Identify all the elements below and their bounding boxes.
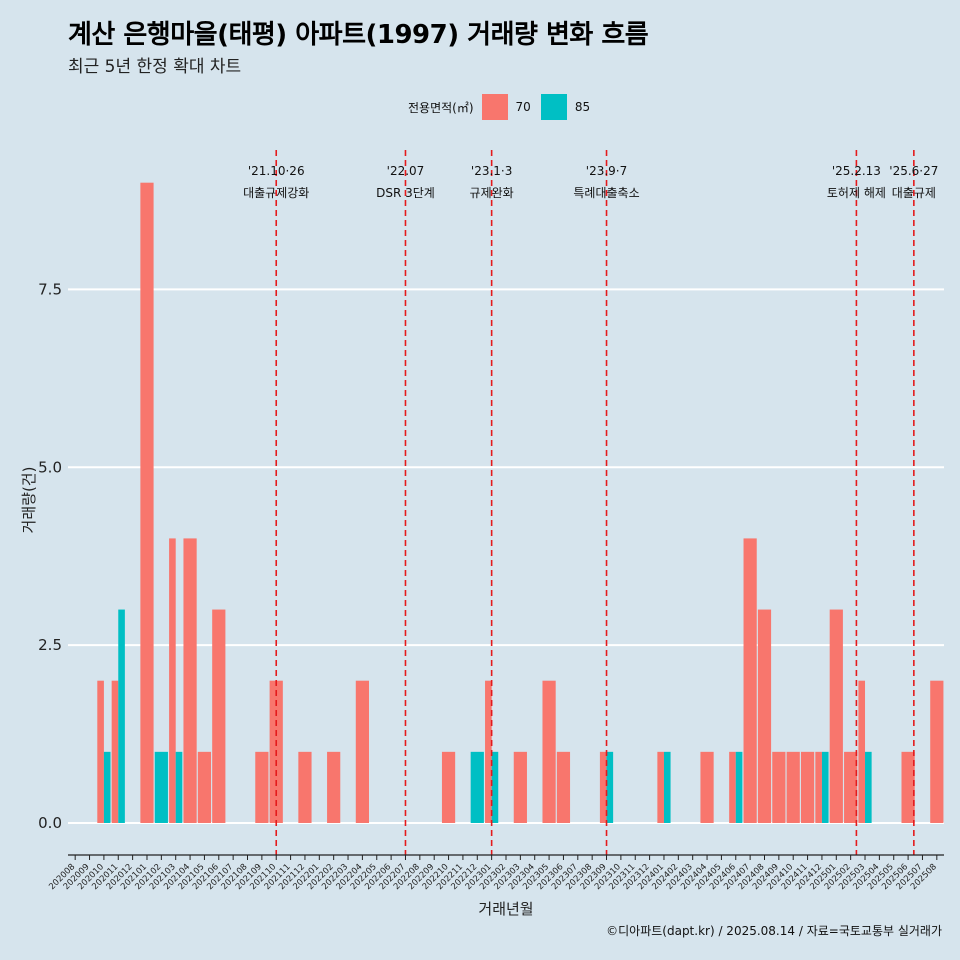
y-tick-label: 5.0: [38, 458, 62, 476]
bar-70-202106: [212, 609, 226, 823]
bar-70-202010: [97, 680, 104, 823]
bar-85-202309: [606, 751, 614, 823]
legend-label-85: 85: [574, 100, 591, 114]
bar-85-202010: [103, 751, 111, 823]
event-text-label: DSR 3단계: [376, 186, 435, 200]
legend-title: 전용면적(㎡): [408, 100, 474, 115]
bar-70-202309: [599, 751, 607, 823]
event-date-label: '25.6·27: [889, 164, 938, 178]
event-date-label: '22.07: [387, 164, 425, 178]
bar-70-202303: [513, 751, 527, 823]
event-date-label: '23.9·7: [586, 164, 627, 178]
bar-70-202109: [255, 751, 269, 823]
legend-swatch-85: [540, 94, 567, 120]
y-tick-label: 7.5: [38, 280, 62, 298]
bar-70-202408: [757, 609, 772, 823]
event-text-label: 토허제 해제: [827, 186, 886, 200]
bar-70-202112: [298, 751, 312, 823]
bar-70-202101: [140, 182, 154, 823]
bar-70-202401: [657, 751, 664, 823]
bar-85-202401: [663, 751, 671, 823]
bar-85-202212: [470, 751, 484, 823]
chart-title: 계산 은행마을(태평) 아파트(1997) 거래량 변화 흐름: [68, 20, 649, 50]
source-caption: ©디아파트(dapt.kr) / 2025.08.14 / 자료=국토교통부 실…: [606, 924, 942, 938]
bar-70-202105: [197, 751, 212, 823]
x-axis-title: 거래년월: [478, 900, 533, 918]
bar-70-202501: [829, 609, 843, 823]
bar-85-202412: [821, 751, 829, 823]
bar-70-202204: [355, 680, 369, 823]
bar-70-202411: [800, 751, 815, 823]
bar-85-202011: [118, 609, 125, 823]
bar-85-202102: [154, 751, 168, 823]
y-axis-title: 거래량(건): [20, 467, 38, 534]
bar-70-202409: [772, 751, 786, 823]
bar-85-202503: [865, 751, 872, 823]
bar-70-202406: [729, 751, 736, 823]
bar-70-202407: [743, 538, 757, 823]
bar-70-202103: [169, 538, 176, 823]
event-date-label: '23.1·3: [471, 164, 512, 178]
bar-70-202503: [858, 680, 866, 823]
event-text-label: 대출규제: [892, 186, 936, 200]
bar-85-202406: [735, 751, 743, 823]
bar-70-202410: [786, 751, 800, 823]
bar-70-202404: [700, 751, 714, 823]
y-tick-label: 0.0: [38, 814, 62, 832]
legend: 전용면적(㎡) 70 85: [408, 93, 600, 121]
bar-85-202301: [491, 751, 499, 823]
y-tick-label: 2.5: [38, 636, 62, 654]
event-text-label: 대출규제강화: [243, 186, 309, 200]
bar-70-202011: [111, 680, 119, 823]
bar-85-202103: [175, 751, 183, 823]
event-text-label: 특례대출축소: [573, 186, 639, 200]
bar-70-202202: [327, 751, 341, 823]
bar-70-202305: [542, 680, 556, 823]
bar-70-202306: [556, 751, 571, 823]
bar-70-202104: [183, 538, 197, 823]
legend-label-70: 70: [515, 100, 531, 114]
legend-swatch-70: [481, 94, 508, 120]
chart-subtitle: 최근 5년 한정 확대 차트: [68, 57, 242, 77]
event-text-label: 규제완화: [470, 186, 514, 200]
bar-70-202502: [844, 751, 858, 823]
bar-70-202301: [485, 680, 492, 823]
bar-70-202506: [901, 751, 915, 823]
event-date-label: '25.2.13: [832, 164, 881, 178]
bar-70-202210: [441, 751, 456, 823]
bar-70-202508: [930, 680, 944, 823]
event-date-label: '21.10·26: [248, 164, 305, 178]
bar-70-202412: [815, 751, 822, 823]
